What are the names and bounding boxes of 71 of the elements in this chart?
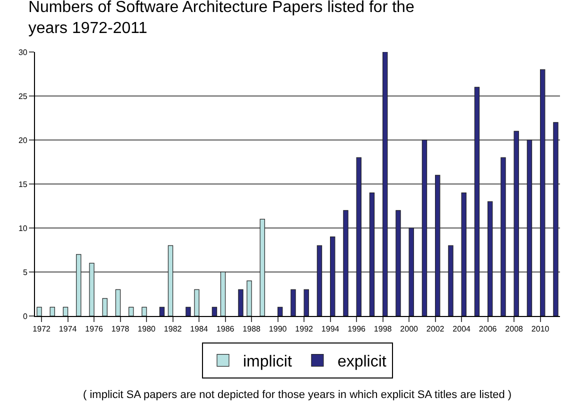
y-tick-label: 5: [22, 268, 28, 277]
bar: [330, 236, 336, 316]
bar: [238, 289, 244, 316]
bar: [220, 272, 226, 316]
bar: [500, 157, 506, 316]
bar: [212, 306, 218, 316]
x-tick-label: 2010: [531, 324, 550, 334]
bar: [50, 306, 55, 316]
x-tick-label: 2000: [400, 324, 419, 334]
y-tick-label: 10: [18, 224, 28, 233]
bar: [343, 210, 348, 316]
x-tick-label: 1974: [58, 324, 78, 334]
legend-label: explicit: [337, 354, 387, 371]
x-tick-label: 2002: [426, 324, 445, 334]
bar: [142, 306, 147, 316]
bar: [115, 289, 121, 316]
bar: [260, 218, 265, 316]
bar: [382, 52, 388, 316]
x-tick-label: 2006: [478, 324, 498, 334]
x-tick-label: 1984: [190, 324, 209, 334]
bar: [356, 157, 362, 316]
chart-title: Numbers of Software Architecture Papers listed for the years 1972-2011: [28, 0, 414, 37]
bar: [408, 228, 414, 316]
bar: [526, 140, 532, 316]
bar: [278, 306, 283, 316]
x-tick-label: 1986: [216, 324, 235, 334]
x-tick-label: 1996: [348, 324, 366, 334]
x-tick-label: 1998: [374, 324, 392, 334]
bar: [448, 245, 454, 316]
bar: [102, 298, 108, 316]
bar: [128, 306, 134, 316]
bar: [461, 192, 466, 316]
bar: [435, 174, 440, 316]
bar: [76, 254, 82, 316]
x-tick-label: 1982: [164, 324, 182, 334]
y-tick-label: 15: [18, 180, 28, 189]
bar: [246, 280, 252, 316]
bar: [540, 69, 546, 316]
bar: [36, 306, 42, 316]
bar: [62, 306, 68, 316]
bar: [553, 122, 558, 316]
bar: [89, 262, 94, 316]
x-tick-label: 1992: [295, 324, 314, 334]
text: ( implicit SA papers are not depicted for those years in which explicit SA titles are listed ): [83, 389, 512, 401]
bar: [304, 289, 309, 316]
bar: [316, 245, 322, 316]
bar: [186, 306, 191, 316]
y-tick-label: 30: [18, 48, 28, 57]
bar: [159, 306, 165, 316]
bar: [168, 245, 174, 316]
bar: [194, 289, 200, 316]
x-tick-label: 1972: [32, 324, 52, 334]
y-tick-label: 20: [18, 136, 28, 145]
x-tick-label: 2008: [505, 324, 524, 334]
x-tick-label: 2004: [452, 324, 472, 334]
x-tick-label: 1980: [138, 324, 156, 334]
x-tick-label: 1994: [321, 324, 340, 334]
x-tick-label: 1976: [85, 324, 104, 334]
bar: [488, 201, 493, 316]
x-tick-label: 1988: [242, 324, 262, 334]
bar: [474, 86, 480, 316]
bar: [369, 192, 375, 316]
bar: [290, 289, 296, 316]
bar: [396, 210, 401, 316]
legend-label: implicit: [243, 354, 292, 371]
y-tick-label: 25: [18, 92, 28, 101]
bar: [422, 140, 428, 316]
x-tick-label: 1990: [268, 324, 288, 334]
y-tick-label: 0: [22, 312, 28, 321]
bar: [514, 130, 519, 316]
x-tick-label: 1978: [111, 324, 130, 334]
